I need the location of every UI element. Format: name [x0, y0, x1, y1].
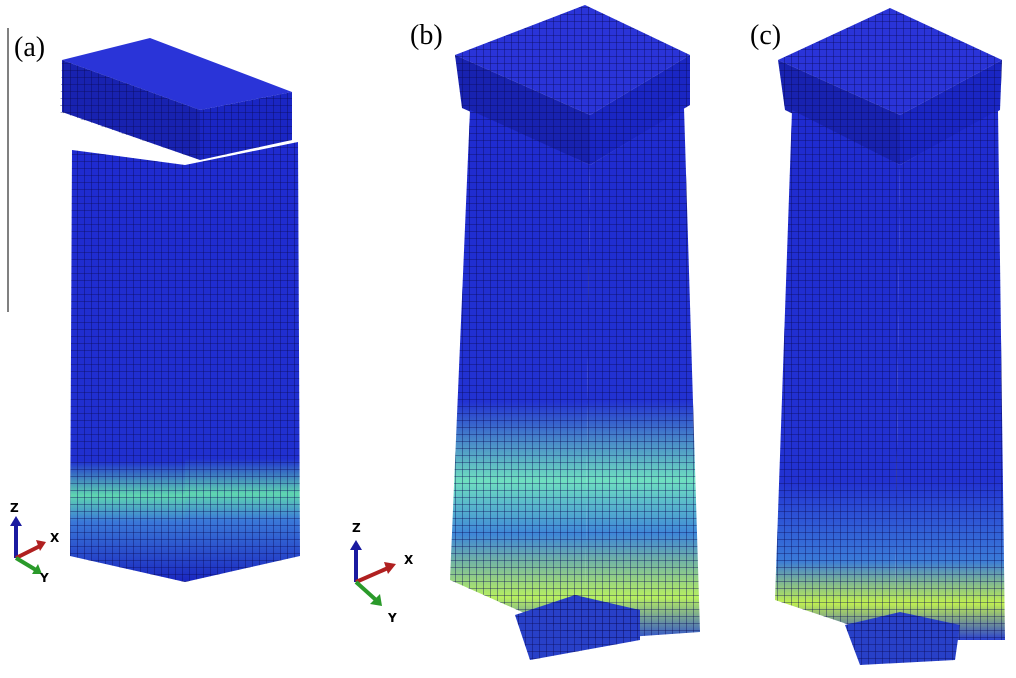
axis-label: Y: [39, 571, 49, 585]
tower-c: [775, 8, 1005, 665]
axis-label: X: [50, 531, 60, 545]
panel-label: (b): [410, 20, 443, 51]
axis-label: Z: [10, 501, 19, 515]
axis-label: Z: [352, 521, 361, 535]
panel-label: (c): [750, 20, 781, 51]
axis-label: Y: [387, 611, 397, 625]
axis-triad: Z X Y: [10, 501, 60, 585]
tower-b: [450, 5, 700, 660]
tower-a: [60, 38, 300, 582]
axis-label: X: [404, 553, 414, 567]
panel-label: (a): [14, 32, 45, 63]
axis-triad: Z X Y: [350, 521, 414, 625]
figure: (a) (b) (c) Z X Y Z X Y: [0, 0, 1016, 678]
